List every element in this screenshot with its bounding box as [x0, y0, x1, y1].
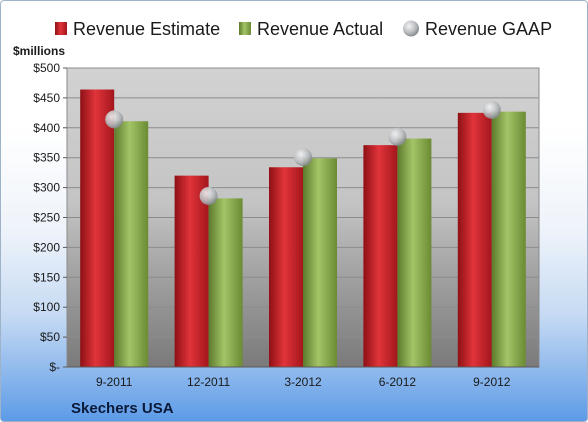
actual-bar [114, 121, 149, 367]
gaap-marker [294, 148, 312, 167]
estimate-bar [80, 89, 115, 367]
actual-bar [491, 111, 526, 368]
x-tick-label: 6-2012 [379, 375, 417, 389]
x-tick-label: 12-2011 [187, 375, 230, 389]
gaap-marker [388, 127, 407, 146]
bars [80, 89, 526, 368]
legend-label-estimate: Revenue Estimate [73, 19, 220, 39]
estimate-bar [457, 112, 492, 367]
y-tick-label: $100 [33, 300, 60, 314]
y-axis-ticks: $- $50 $100 $150 $200 $250 $300 $350 $400 $450 $50… [33, 61, 67, 374]
y-tick-label: $500 [33, 61, 60, 75]
estimate-bar [269, 167, 303, 367]
gaap-marker [199, 186, 218, 205]
estimate-bar [363, 145, 398, 367]
y-unit-label: $millions [13, 44, 65, 58]
y-tick-label: $150 [33, 270, 60, 284]
estimate-bar [174, 175, 209, 367]
legend-label-gaap: Revenue GAAP [425, 19, 552, 39]
y-tick-label: $300 [33, 181, 60, 195]
y-tick-label: $250 [33, 211, 60, 225]
y-tick-label: $200 [33, 240, 60, 254]
legend-swatch-gaap [403, 20, 419, 37]
legend-swatch-actual [239, 22, 251, 35]
legend-swatch-estimate [55, 22, 67, 35]
gaap-markers [105, 100, 501, 205]
gaap-marker [105, 110, 124, 129]
gaap-marker [482, 100, 501, 119]
x-tick-label: 3-2012 [284, 375, 322, 389]
actual-bar [208, 198, 243, 367]
x-tick-label: 9-2011 [96, 375, 133, 389]
company-name: Skechers USA [71, 400, 174, 417]
actual-bar [397, 138, 432, 367]
legend: Revenue Estimate Revenue Actual Revenue … [55, 19, 552, 39]
y-tick-label: $- [49, 360, 60, 374]
actual-bar [303, 158, 337, 367]
x-axis-ticks: 9-2011 12-2011 3-2012 6-2012 9-2012 [96, 375, 511, 389]
y-tick-label: $450 [33, 91, 60, 105]
y-tick-label: $50 [40, 330, 60, 344]
x-tick-label: 9-2012 [473, 375, 511, 389]
y-tick-label: $350 [33, 151, 60, 165]
legend-label-actual: Revenue Actual [257, 19, 383, 39]
y-tick-label: $400 [33, 121, 60, 135]
